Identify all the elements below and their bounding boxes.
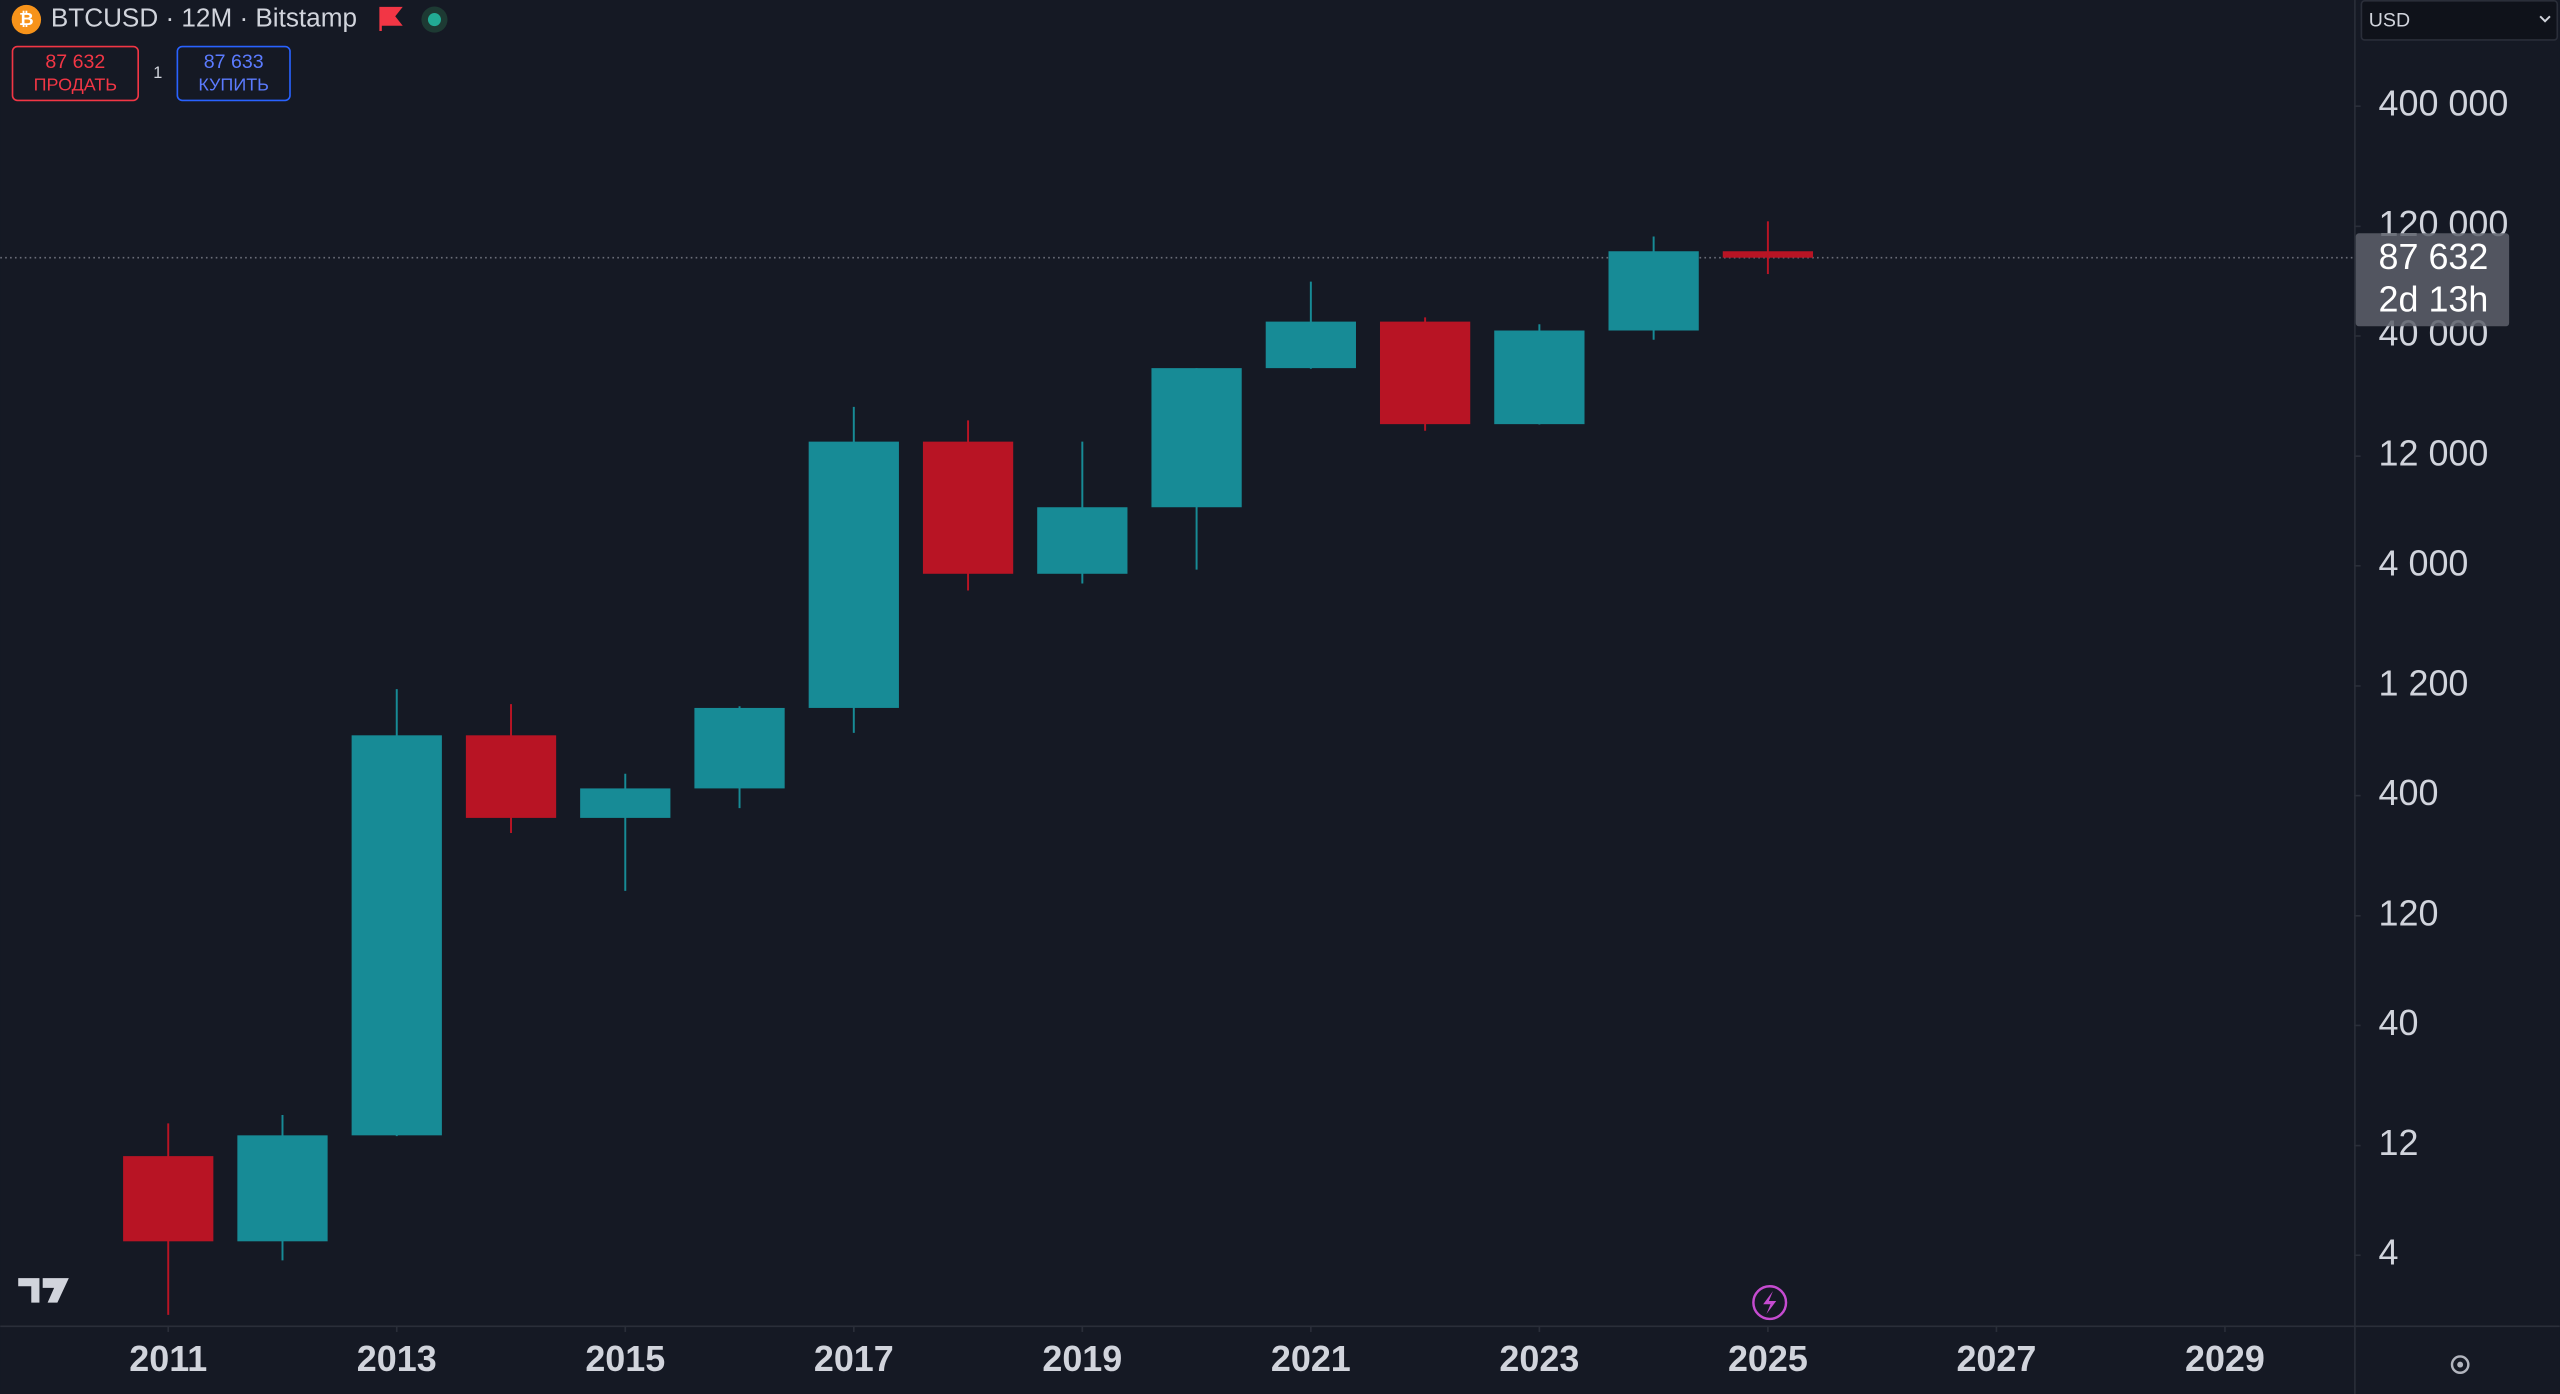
candle-body [1151, 368, 1242, 508]
x-tick-label: 2029 [2185, 1338, 2265, 1379]
last-price-box [2355, 233, 2510, 327]
x-tick-label: 2013 [357, 1338, 437, 1379]
symbol-icon-glyph: ₿ [19, 9, 34, 29]
settings-icon-center[interactable] [2457, 1361, 2464, 1368]
x-tick-label: 2021 [1271, 1338, 1351, 1379]
x-tick-label: 2015 [585, 1338, 665, 1379]
y-tick-label: 4 000 [2379, 542, 2469, 583]
candle-body [922, 441, 1014, 574]
candle-body [351, 735, 442, 1136]
sell-button[interactable] [11, 45, 140, 102]
currency-label[interactable]: USD [2369, 9, 2410, 31]
symbol-title: BTCUSD · 12M · Bitstamp [51, 2, 357, 32]
candle-body [694, 707, 785, 789]
buy-button[interactable] [176, 45, 291, 102]
y-tick-label: 120 [2379, 892, 2439, 933]
x-tick-label: 2017 [814, 1338, 894, 1379]
candle-body [1265, 321, 1356, 369]
candle-body [1379, 321, 1471, 425]
flag-icon[interactable] [379, 6, 403, 32]
events-icon[interactable] [1752, 1285, 1788, 1321]
x-tick-label: 2027 [1956, 1338, 2036, 1379]
candle-body [465, 735, 557, 818]
last-price-label: 87 632 [2379, 236, 2489, 277]
y-tick-label: 1 200 [2379, 662, 2469, 703]
candle-body [1494, 330, 1585, 425]
y-tick-label: 4 [2379, 1232, 2399, 1273]
y-tick-label: 12 000 [2379, 433, 2489, 474]
candle-body [580, 788, 671, 818]
events-icon-bolt[interactable] [1763, 1291, 1777, 1315]
y-tick-label: 12 [2379, 1122, 2419, 1163]
x-tick-label: 2019 [1042, 1338, 1122, 1379]
candle-body [1037, 507, 1128, 574]
candle-body [237, 1135, 328, 1242]
candle-body [1608, 251, 1699, 331]
settings-icon[interactable] [2450, 1355, 2470, 1375]
sell-price[interactable]: 87 632 [45, 51, 105, 73]
buy-label[interactable]: КУПИТЬ [198, 74, 269, 94]
sell-label[interactable]: ПРОДАТЬ [34, 74, 117, 94]
status-dot [427, 13, 441, 27]
y-tick-label: 40 [2379, 1002, 2419, 1043]
currency-dropdown[interactable] [2360, 0, 2559, 41]
plot-area [0, 221, 2355, 1315]
tradingview-logo[interactable] [18, 1278, 69, 1303]
buy-price[interactable]: 87 633 [204, 51, 264, 73]
dropdown-chevron[interactable] [2539, 15, 2551, 23]
x-tick-label: 2025 [1728, 1338, 1808, 1379]
symbol-icon [11, 4, 42, 35]
y-tick-label: 400 000 [2379, 83, 2509, 124]
y-tick-label: 400 [2379, 772, 2439, 813]
x-tick-label: 2023 [1499, 1338, 1579, 1379]
candle-body [808, 441, 899, 708]
candle-body [123, 1156, 214, 1242]
x-tick-label: 2011 [129, 1338, 207, 1379]
quantity: 1 [153, 64, 162, 82]
countdown-label: 2d 13h [2379, 278, 2489, 319]
candle-body [1722, 251, 1814, 258]
